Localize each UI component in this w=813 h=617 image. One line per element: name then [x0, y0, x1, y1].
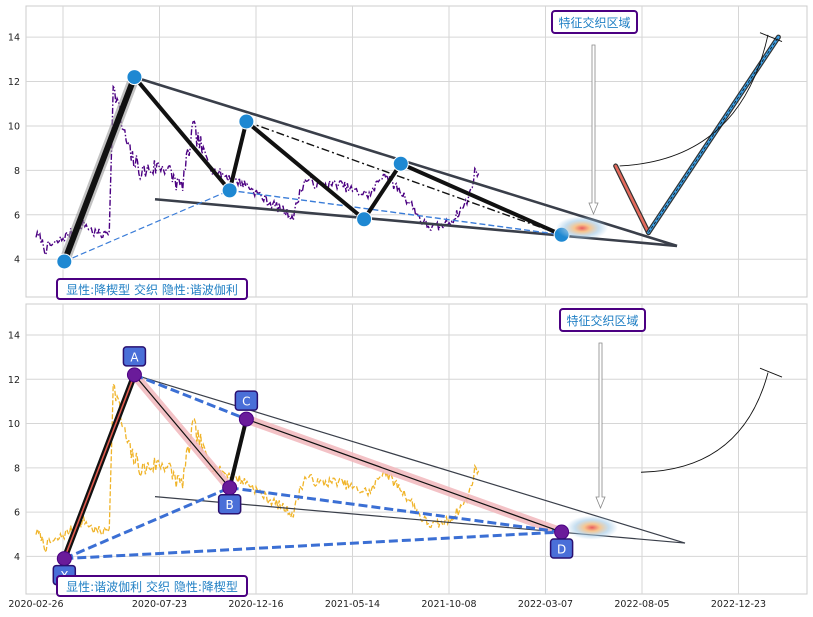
label-box	[56, 575, 248, 597]
pattern-label: 显性:谐波伽利 交织 隐性:降楔型	[56, 575, 248, 597]
zigzag-leg	[362, 161, 403, 222]
x-tick-label: 2021-10-08	[421, 599, 476, 610]
xb-dashed-line	[64, 189, 230, 263]
cd-dashdot-line	[246, 120, 562, 236]
point-label-box	[122, 346, 147, 367]
target-arc	[619, 34, 769, 167]
point-label-text: D	[557, 543, 566, 557]
y-tick-label: 4	[14, 552, 20, 563]
target-bracket	[759, 367, 783, 378]
point-label-box	[234, 390, 259, 411]
label-text: 显性:谐波伽利 交织 隐性:降楔型	[66, 579, 238, 594]
pattern-label: 显性:降楔型 交织 隐性:谐波伽利	[56, 278, 248, 300]
ab-leg	[133, 374, 231, 489]
y-tick-label: 14	[8, 330, 20, 341]
harmonic-dashed-line	[64, 530, 562, 561]
bd-dashed-line	[229, 189, 562, 236]
x-tick-label: 2020-12-16	[228, 599, 283, 610]
pivot-marker	[356, 211, 373, 228]
pivot-marker	[126, 69, 143, 86]
y-tick-label: 4	[14, 255, 20, 266]
hotspot-arrow	[595, 342, 606, 510]
x-tick-label: 2020-07-23	[132, 599, 187, 610]
label-text: 特征交织区域	[566, 313, 638, 328]
xabcd-point	[222, 480, 238, 496]
plot-area	[25, 5, 808, 298]
point-label-box	[549, 538, 574, 559]
label-text: 特征交织区域	[558, 15, 630, 30]
projection-up-dots	[648, 36, 779, 233]
price-line	[35, 382, 480, 554]
x-tick-label: 2022-12-23	[711, 599, 766, 610]
xabcd-point	[126, 367, 142, 383]
point-label-a: A	[122, 346, 147, 367]
projection-down-leg	[614, 164, 650, 234]
y-tick-label: 10	[8, 419, 20, 430]
hotspot-arrow	[588, 44, 599, 216]
zigzag-leg	[132, 75, 232, 193]
target-bracket	[759, 32, 783, 42]
label-box	[551, 10, 638, 34]
point-label-c: C	[234, 390, 259, 411]
point-label-text: C	[242, 395, 250, 409]
xa-leg-inner	[63, 374, 136, 559]
point-label-b: B	[217, 493, 242, 515]
price-line	[35, 84, 480, 257]
x-tick-label: 2022-08-05	[614, 599, 669, 610]
zigzag-leg	[61, 74, 138, 265]
xabcd-point	[554, 524, 570, 540]
pivot-marker	[392, 155, 409, 172]
zigzag-leg	[244, 119, 367, 222]
target-arc	[640, 372, 769, 473]
x-tick-label: 2022-03-07	[518, 599, 573, 610]
y-tick-label: 6	[14, 210, 20, 221]
zigzag-leg	[227, 119, 249, 193]
xabcd-point	[56, 551, 72, 567]
label-box	[559, 308, 646, 332]
bc-leg	[227, 417, 249, 490]
pivot-marker	[56, 253, 73, 270]
y-tick-label: 10	[8, 121, 20, 132]
point-label-d: D	[549, 538, 574, 559]
wedge-upper-line	[134, 374, 686, 544]
y-tick-label: 12	[8, 77, 20, 88]
label-box	[56, 278, 248, 300]
plot-area	[25, 303, 808, 595]
point-label-text: A	[130, 350, 139, 364]
harmonic-dashed-line	[229, 486, 562, 534]
bottom-panel: 468101214XABCD特征交织区域显性:谐波伽利 交织 隐性:降楔型	[8, 303, 808, 597]
y-tick-label: 8	[14, 463, 20, 474]
harmonic-dashed-line	[133, 373, 247, 421]
y-tick-label: 12	[8, 375, 20, 386]
intersection-hotspot	[566, 515, 618, 540]
cd-leg	[246, 418, 562, 533]
point-label-text: B	[226, 498, 234, 512]
zigzag-leg	[398, 161, 564, 237]
point-label-box	[217, 493, 242, 515]
xabcd-point	[238, 411, 254, 427]
harmonic-dashed-line	[63, 486, 231, 560]
feature-zone-label: 特征交织区域	[559, 308, 646, 332]
x-tick-label: 2020-02-26	[8, 599, 63, 610]
pivot-marker	[238, 113, 255, 130]
y-tick-label: 6	[14, 508, 20, 519]
y-tick-label: 8	[14, 166, 20, 177]
feature-zone-label: 特征交织区域	[551, 10, 638, 34]
pivot-marker	[221, 182, 238, 199]
intersection-hotspot	[556, 216, 608, 241]
xb-guide	[64, 189, 230, 262]
label-text: 显性:降楔型 交织 隐性:谐波伽利	[66, 282, 238, 297]
y-tick-label: 14	[8, 33, 20, 44]
x-tick-label: 2021-05-14	[325, 599, 380, 610]
